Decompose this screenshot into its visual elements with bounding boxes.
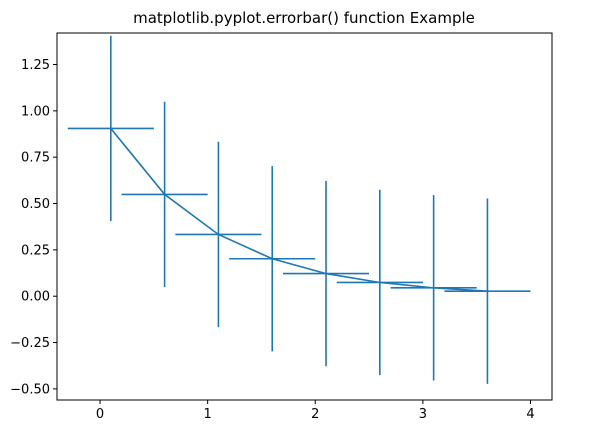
chart-title: matplotlib.pyplot.errorbar() function Ex…: [133, 9, 475, 27]
plot-area: [67, 35, 531, 384]
y-tick-label: −0.50: [10, 382, 50, 397]
y-tick-label: 1.00: [21, 104, 50, 119]
y-tick-label: 0.75: [21, 151, 50, 166]
x-axis: 0 1 2 3 4: [96, 400, 535, 422]
x-tick-label: 0: [96, 407, 104, 422]
series-line: [110, 127, 488, 292]
y-tick-label: 0.25: [21, 243, 50, 258]
y-tick-label: 0.50: [21, 197, 50, 212]
axes-frame: [56, 32, 553, 401]
y-axis: −0.50 −0.25 0.00 0.25 0.50 0.75 1.00 1.25: [10, 58, 57, 397]
x-tick-label: 2: [311, 407, 319, 422]
x-tick-label: 4: [526, 407, 534, 422]
y-tick-label: 1.25: [21, 58, 50, 73]
x-tick-label: 1: [204, 407, 212, 422]
y-tick-label: −0.25: [10, 336, 50, 351]
x-tick-label: 3: [419, 407, 427, 422]
y-tick-label: 0.00: [21, 290, 50, 305]
